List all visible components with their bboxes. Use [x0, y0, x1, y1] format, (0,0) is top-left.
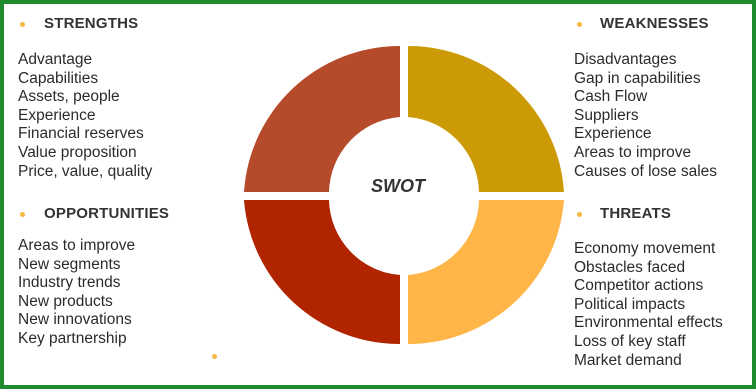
- list-item: Gap in capabilities: [574, 69, 701, 87]
- opportunities-bullet: [20, 212, 25, 217]
- list-item: Advantage: [18, 51, 93, 68]
- weaknesses-title: WEAKNESSES: [600, 15, 709, 32]
- list-item: Capabilities: [18, 69, 99, 87]
- list-item: Competitor actions: [574, 277, 704, 295]
- opportunities-list: Areas to improve New segments Industry t…: [18, 237, 135, 349]
- list-item: New segments: [18, 255, 121, 273]
- list-item: Political impacts: [574, 295, 686, 313]
- list-item: Areas to improve: [574, 143, 692, 161]
- threats-segment: [408, 200, 564, 345]
- strengths-title: STRENGTHS: [44, 15, 139, 32]
- threats-list: Economy movement Obstacles faced Competi…: [574, 240, 723, 370]
- list-item: Economy movement: [574, 240, 716, 257]
- list-item: Causes of lose sales: [574, 162, 718, 180]
- list-item: Financial reserves: [18, 125, 144, 143]
- stray-bullet: [212, 354, 217, 359]
- threats-bullet: [577, 212, 582, 217]
- opportunities-title: OPPORTUNITIES: [44, 205, 170, 222]
- swot-diagram: STRENGTHS Advantage Capabilities Assets,…: [4, 4, 752, 385]
- weaknesses-list: Disadvantages Gap in capabilities Cash F…: [574, 51, 717, 181]
- list-item: Value proposition: [18, 143, 137, 161]
- center-label: SWOT: [371, 176, 425, 196]
- list-item: Obstacles faced: [574, 258, 686, 276]
- list-item: Environmental effects: [574, 314, 723, 332]
- weaknesses-bullet: [577, 22, 582, 27]
- list-item: Assets, people: [18, 88, 120, 106]
- threats-title: THREATS: [600, 205, 672, 222]
- list-item: Key partnership: [18, 329, 127, 347]
- strengths-bullet: [20, 22, 25, 27]
- list-item: Loss of key staff: [574, 332, 686, 350]
- list-item: New products: [18, 292, 113, 310]
- list-item: Experience: [18, 106, 96, 124]
- list-item: Disadvantages: [574, 51, 677, 68]
- list-item: Price, value, quality: [18, 162, 153, 180]
- strengths-segment: [244, 45, 400, 192]
- list-item: Suppliers: [574, 106, 639, 124]
- strengths-list: Advantage Capabilities Assets, people Ex…: [18, 51, 152, 181]
- list-item: Industry trends: [18, 274, 121, 292]
- list-item: Market demand: [574, 351, 682, 369]
- list-item: New innovations: [18, 311, 132, 329]
- list-item: Experience: [574, 125, 652, 143]
- weaknesses-segment: [408, 45, 564, 192]
- opportunities-segment: [244, 200, 400, 345]
- swot-ring: [244, 45, 564, 345]
- list-item: Cash Flow: [574, 88, 648, 106]
- list-item: Areas to improve: [18, 237, 136, 254]
